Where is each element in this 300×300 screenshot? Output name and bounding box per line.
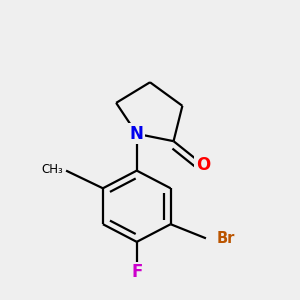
Text: O: O <box>196 156 210 174</box>
Text: Br: Br <box>216 231 235 246</box>
Text: N: N <box>130 125 144 143</box>
Text: CH₃: CH₃ <box>41 163 63 176</box>
Text: F: F <box>131 263 142 281</box>
